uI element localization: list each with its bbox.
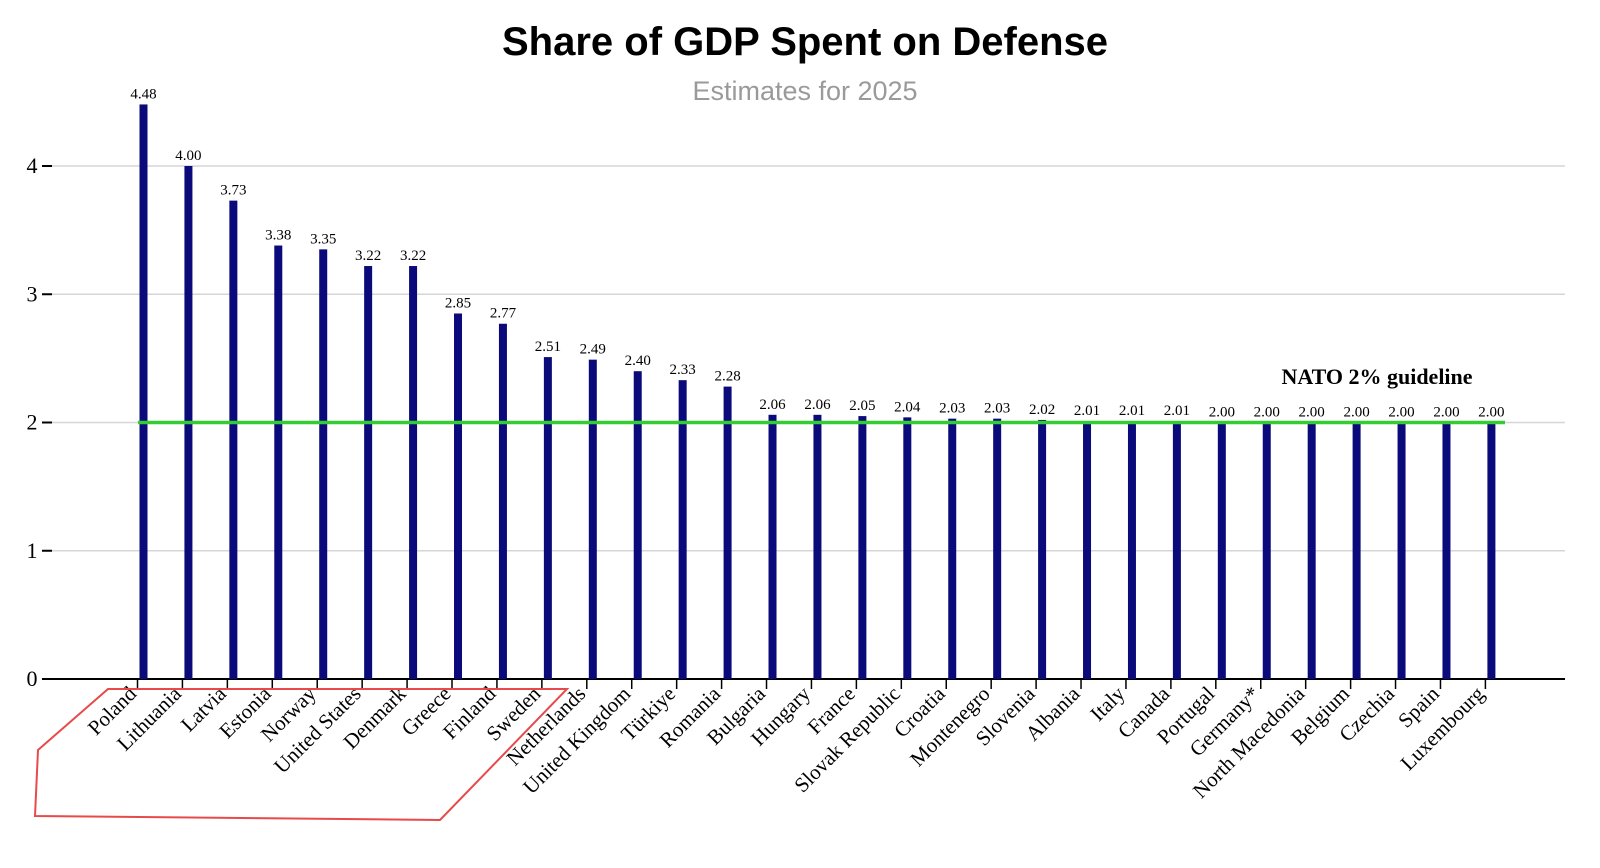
data-label: 3.73 bbox=[220, 183, 246, 199]
data-label: 3.22 bbox=[355, 248, 381, 264]
bar-italy bbox=[1127, 421, 1136, 679]
bar-belgium bbox=[1352, 422, 1361, 679]
bar-croatia bbox=[948, 418, 957, 679]
bar-norway bbox=[319, 249, 328, 680]
chart-subtitle: Estimates for 2025 bbox=[692, 76, 918, 106]
y-tick-label: 3 bbox=[27, 281, 38, 306]
data-label: 2.00 bbox=[1254, 405, 1280, 421]
data-label: 2.03 bbox=[939, 401, 965, 417]
data-label: 2.01 bbox=[1119, 403, 1145, 419]
bar-sweden bbox=[543, 357, 552, 679]
data-label: 4.00 bbox=[175, 148, 201, 164]
data-label: 3.35 bbox=[310, 231, 336, 247]
bar-portugal bbox=[1217, 422, 1226, 679]
bar-canada bbox=[1172, 421, 1181, 679]
data-label: 2.00 bbox=[1343, 405, 1369, 421]
bar-montenegro bbox=[993, 418, 1002, 679]
data-label: 2.01 bbox=[1164, 403, 1190, 419]
data-label: 2.03 bbox=[984, 401, 1010, 417]
bar-united-kingdom bbox=[633, 371, 642, 679]
bar-north-macedonia bbox=[1307, 422, 1316, 679]
data-label: 2.05 bbox=[849, 398, 875, 414]
data-label: 2.77 bbox=[490, 306, 517, 322]
bar-czechia bbox=[1397, 422, 1406, 679]
bar-poland bbox=[139, 104, 148, 679]
data-label: 4.48 bbox=[130, 86, 156, 102]
y-tick-label: 2 bbox=[27, 410, 38, 435]
data-label: 2.02 bbox=[1029, 402, 1055, 418]
data-label: 2.06 bbox=[804, 397, 831, 413]
data-label: 2.28 bbox=[714, 369, 740, 385]
bar-t-rkiye bbox=[678, 380, 687, 679]
bar-finland bbox=[498, 323, 507, 679]
bar-romania bbox=[723, 386, 732, 679]
data-label: 3.22 bbox=[400, 248, 426, 264]
bar-spain bbox=[1442, 422, 1451, 679]
bar-latvia bbox=[229, 200, 238, 679]
nato-guideline-label: NATO 2% guideline bbox=[1281, 364, 1472, 389]
bar-slovenia bbox=[1038, 419, 1047, 679]
chart-title: Share of GDP Spent on Defense bbox=[501, 20, 1109, 64]
bar-denmark bbox=[409, 266, 418, 679]
bar-slovak-republic bbox=[903, 417, 912, 679]
highlight-outline bbox=[33, 688, 570, 822]
bar-germany- bbox=[1262, 422, 1271, 679]
data-label: 2.00 bbox=[1209, 405, 1235, 421]
bar-luxembourg bbox=[1487, 422, 1496, 679]
bar-france bbox=[858, 416, 867, 679]
data-label: 2.00 bbox=[1478, 405, 1504, 421]
data-label: 2.01 bbox=[1074, 403, 1100, 419]
data-label: 2.33 bbox=[670, 362, 696, 378]
bar-hungary bbox=[813, 414, 822, 679]
bar-estonia bbox=[274, 245, 283, 679]
bar-bulgaria bbox=[768, 414, 777, 679]
bar-netherlands bbox=[588, 359, 597, 679]
data-label: 2.04 bbox=[894, 399, 921, 415]
data-label: 2.00 bbox=[1388, 405, 1414, 421]
bar-united-states bbox=[364, 266, 373, 679]
data-label: 2.85 bbox=[445, 295, 471, 311]
y-tick-label: 1 bbox=[27, 538, 38, 563]
data-label: 2.00 bbox=[1299, 405, 1325, 421]
bar-greece bbox=[454, 313, 463, 679]
y-tick-label: 4 bbox=[27, 153, 38, 178]
y-tick-label: 0 bbox=[27, 666, 38, 691]
data-label: 2.06 bbox=[759, 397, 786, 413]
bar-albania bbox=[1083, 421, 1092, 679]
data-label: 2.40 bbox=[625, 353, 651, 369]
data-label: 2.49 bbox=[580, 342, 606, 358]
data-label: 2.00 bbox=[1433, 405, 1459, 421]
data-label: 3.38 bbox=[265, 228, 291, 244]
data-label: 2.51 bbox=[535, 339, 561, 355]
